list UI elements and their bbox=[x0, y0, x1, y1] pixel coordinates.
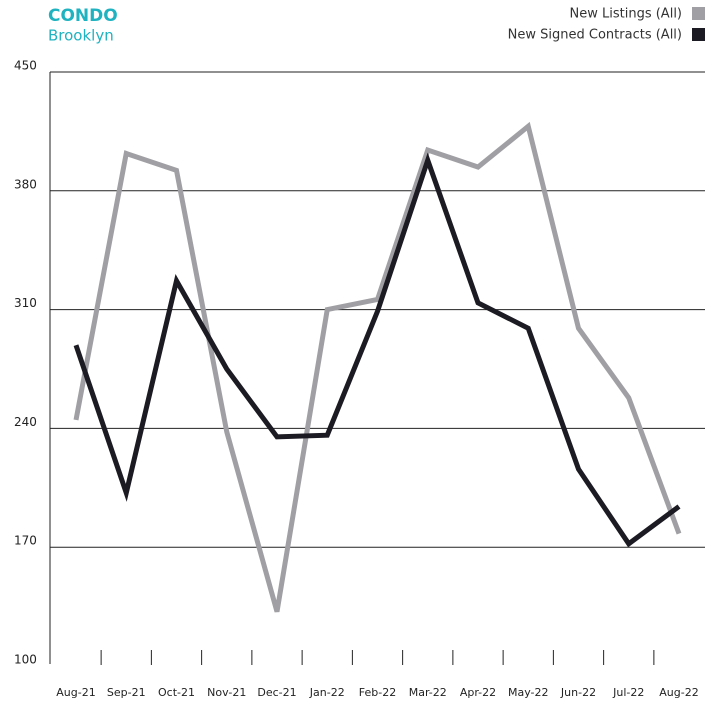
x-tick-label: Mar-22 bbox=[409, 686, 447, 699]
x-tick-label: Feb-22 bbox=[359, 686, 396, 699]
chart-title: CONDO bbox=[48, 6, 118, 26]
x-tick-label: Jul-22 bbox=[612, 686, 644, 699]
x-tick-label: Jan-22 bbox=[309, 686, 345, 699]
x-tick-label: Dec-21 bbox=[257, 686, 296, 699]
y-tick-label: 170 bbox=[14, 534, 37, 548]
y-tick-label: 100 bbox=[14, 653, 37, 667]
legend-label: New Signed Contracts (All) bbox=[508, 28, 682, 43]
series-line bbox=[73, 152, 681, 548]
x-tick-label: May-22 bbox=[508, 686, 549, 699]
x-tick-label: Aug-22 bbox=[659, 686, 698, 699]
x-tick-label: Aug-21 bbox=[56, 686, 95, 699]
y-tick-label: 310 bbox=[14, 296, 37, 310]
legend-swatch bbox=[692, 28, 705, 41]
y-tick-label: 450 bbox=[14, 59, 37, 73]
x-tick-label: Jun-22 bbox=[560, 686, 596, 699]
chart-subtitle: Brooklyn bbox=[48, 27, 114, 45]
x-tick-label: Apr-22 bbox=[460, 686, 496, 699]
series-line bbox=[73, 121, 682, 613]
x-tick-label: Oct-21 bbox=[158, 686, 195, 699]
y-tick-label: 380 bbox=[14, 177, 37, 191]
x-tick-label: Nov-21 bbox=[207, 686, 246, 699]
x-tick-label: Sep-21 bbox=[107, 686, 146, 699]
legend-label: New Listings (All) bbox=[570, 7, 682, 22]
legend-swatch bbox=[692, 7, 705, 20]
y-tick-label: 240 bbox=[14, 415, 37, 429]
